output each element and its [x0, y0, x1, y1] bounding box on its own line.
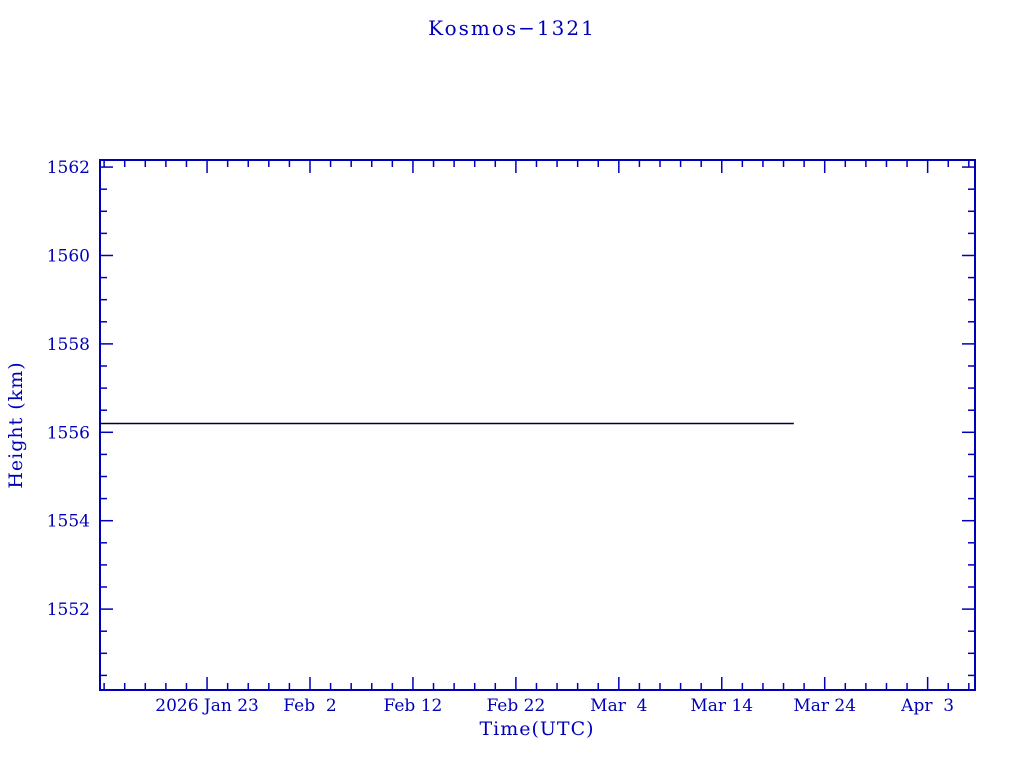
- y-ticks: [100, 166, 975, 677]
- tick-label: 1554: [47, 512, 90, 532]
- x-tick-labels: 2026 Jan 23 Feb 2 Feb 12 Feb 22 Mar 4 Mar 14 M…: [155, 696, 954, 716]
- tick-label: 1562: [47, 158, 90, 178]
- tick-label: Feb 22: [486, 696, 545, 716]
- tick-label: Mar 24: [793, 696, 856, 716]
- y-tick-labels: 1552 1554 1556 1558 1560 1562: [47, 158, 90, 620]
- tick-label: Feb 12: [384, 696, 443, 716]
- plot-frame: [99, 159, 976, 691]
- x-ticks: [103, 160, 970, 690]
- chart-title: Kosmos−1321: [428, 16, 596, 40]
- tick-label: 1552: [47, 600, 90, 620]
- tick-label: 1560: [47, 246, 90, 266]
- tick-label: 2026 Jan 23: [155, 696, 259, 716]
- tick-label: 1556: [47, 423, 90, 443]
- tick-label: Mar 14: [690, 696, 753, 716]
- tick-label: Feb 2: [283, 696, 336, 716]
- tick-label: Mar 4: [590, 696, 647, 716]
- x-axis-label: Time(UTC): [479, 718, 595, 740]
- tick-label: Apr 3: [900, 696, 954, 716]
- tick-label: 1558: [47, 335, 90, 355]
